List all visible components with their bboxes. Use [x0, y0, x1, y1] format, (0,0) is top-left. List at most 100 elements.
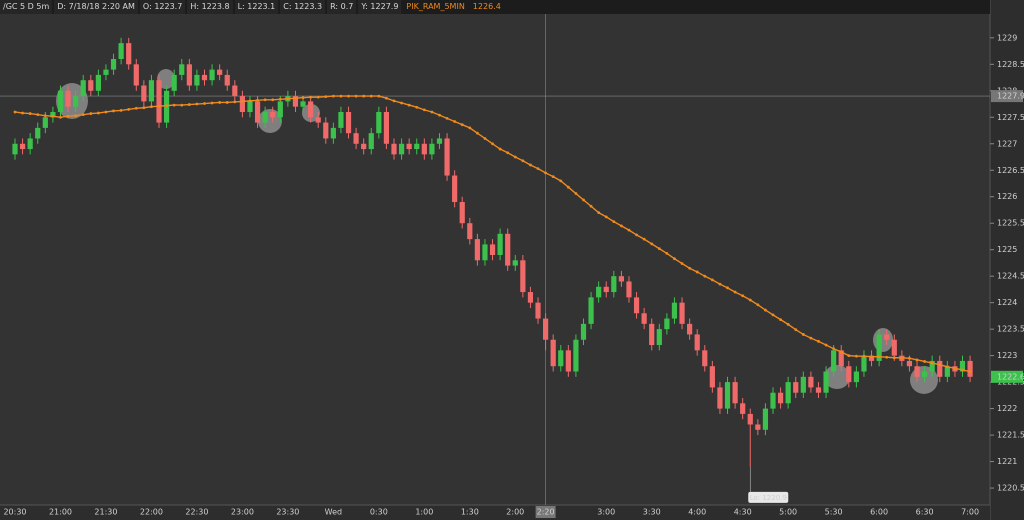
x-tick-label: 5:00: [779, 508, 797, 517]
study-point: [506, 151, 510, 155]
study-point: [28, 112, 32, 115]
candle-body: [929, 360, 935, 372]
study-point: [233, 100, 237, 104]
annotation: Lo: 1220.9: [750, 494, 787, 502]
candle-body: [906, 360, 913, 367]
y-tick-label: 1226: [997, 192, 1017, 201]
study-point: [779, 318, 782, 322]
candle-body: [914, 366, 920, 377]
study-point: [635, 233, 638, 237]
pattern-markers: [56, 69, 938, 394]
x-tick-label: 22:30: [185, 508, 208, 517]
study-point: [854, 354, 858, 358]
candle-body: [838, 350, 844, 367]
study-point: [847, 354, 851, 358]
study-point: [695, 270, 699, 274]
candle-body: [770, 392, 776, 409]
study-point: [771, 313, 775, 317]
candle-body: [482, 244, 488, 261]
y-tick-label: 1221: [997, 457, 1017, 466]
x-tick-label: 7:00: [961, 508, 979, 517]
study-point: [703, 274, 707, 278]
candle-body: [353, 133, 359, 144]
study-point: [13, 110, 17, 114]
study-point: [400, 101, 403, 105]
study-point: [673, 257, 676, 261]
pattern-marker: [56, 83, 88, 119]
candle-body: [550, 339, 556, 367]
x-tick-label: 0:30: [370, 508, 388, 517]
x-tick-label: 23:30: [276, 508, 299, 517]
candle-body: [414, 143, 420, 150]
candle-body: [762, 408, 769, 430]
price-axis: [990, 0, 1024, 520]
study-point: [210, 101, 214, 105]
candle-body: [664, 318, 670, 330]
study-point: [566, 185, 570, 189]
y-tick-label: 1225: [997, 245, 1017, 254]
study-point: [377, 94, 381, 98]
study-point: [809, 336, 813, 340]
study-point: [460, 123, 464, 127]
study-point: [407, 103, 411, 107]
candle-body: [967, 360, 973, 377]
study-point: [862, 354, 866, 358]
candle-body: [611, 276, 617, 293]
candle-body: [110, 59, 117, 70]
candle-body: [641, 313, 647, 324]
study-point: [112, 109, 115, 113]
study-point: [832, 347, 836, 351]
candle-body: [148, 80, 155, 102]
study-point: [968, 370, 972, 373]
study-point: [582, 198, 585, 202]
candle-body: [535, 302, 541, 319]
candle-body: [323, 122, 329, 139]
candle-body: [785, 382, 791, 404]
pattern-marker: [824, 365, 850, 389]
study-point: [536, 167, 540, 171]
candle-body: [891, 339, 897, 356]
candle-body: [959, 360, 966, 372]
x-tick-label: 3:30: [643, 508, 661, 517]
last-price-label: 1222.6: [997, 372, 1024, 381]
study-point: [180, 103, 184, 107]
study-point: [430, 110, 434, 114]
study-point: [263, 98, 267, 102]
study-point: [195, 102, 199, 106]
candle-body: [633, 297, 640, 314]
study-point: [59, 115, 62, 119]
study-point: [385, 96, 388, 100]
candle-body: [467, 223, 473, 240]
study-point: [688, 266, 692, 270]
candle-body: [649, 323, 655, 346]
study-point: [43, 114, 47, 118]
candle-body: [239, 96, 245, 112]
x-tick-label: 21:30: [94, 508, 117, 517]
candle-body: [368, 133, 374, 150]
study-point: [309, 95, 313, 99]
study-point: [475, 131, 479, 135]
candle-body: [573, 339, 579, 372]
crosshair-x-label: 2:20: [537, 508, 555, 517]
x-tick-label: 3:00: [597, 508, 615, 517]
study-point: [589, 204, 593, 208]
y-tick-label: 1227: [997, 139, 1017, 148]
candle-body: [671, 302, 678, 319]
candle-body: [937, 360, 943, 377]
study-point: [529, 163, 532, 167]
candle-body: [588, 297, 594, 324]
study-point: [271, 98, 275, 102]
pattern-marker: [873, 328, 893, 352]
study-point: [748, 298, 752, 302]
x-tick-label: Wed: [325, 508, 342, 517]
study-point: [74, 114, 78, 118]
study-point: [627, 228, 631, 232]
study-point: [294, 96, 297, 100]
study-point: [877, 355, 881, 359]
candle-body: [944, 366, 950, 377]
study-point: [710, 278, 714, 282]
study-point: [938, 363, 942, 367]
study-point: [218, 101, 222, 104]
study-point: [157, 104, 161, 108]
study-point: [96, 111, 100, 115]
